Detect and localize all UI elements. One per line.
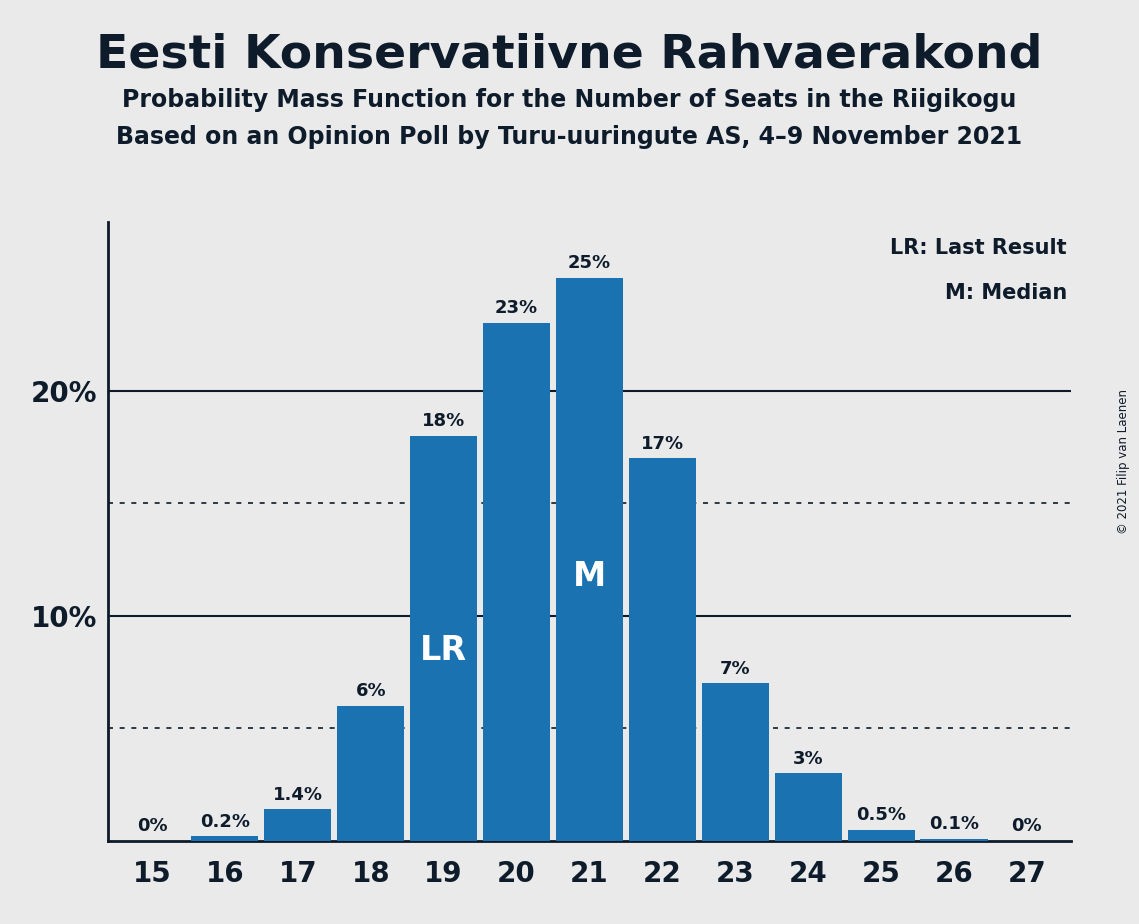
Text: 3%: 3%: [793, 749, 823, 768]
Text: 0%: 0%: [137, 817, 167, 835]
Text: Probability Mass Function for the Number of Seats in the Riigikogu: Probability Mass Function for the Number…: [122, 88, 1017, 112]
Text: M: Median: M: Median: [944, 283, 1067, 302]
Bar: [191, 836, 259, 841]
Text: 6%: 6%: [355, 682, 386, 700]
Text: 0%: 0%: [1011, 817, 1042, 835]
Text: 7%: 7%: [720, 660, 751, 677]
Text: M: M: [573, 560, 606, 593]
Bar: [702, 683, 769, 841]
Bar: [629, 458, 696, 841]
Text: LR: LR: [420, 634, 467, 667]
Bar: [775, 773, 842, 841]
Bar: [556, 278, 623, 841]
Bar: [410, 435, 477, 841]
Bar: [264, 809, 331, 841]
Bar: [337, 706, 404, 841]
Text: 0.5%: 0.5%: [857, 806, 907, 824]
Text: 25%: 25%: [568, 254, 611, 273]
Text: 23%: 23%: [495, 299, 538, 318]
Text: © 2021 Filip van Laenen: © 2021 Filip van Laenen: [1117, 390, 1130, 534]
Bar: [920, 839, 988, 841]
Text: Eesti Konservatiivne Rahvaerakond: Eesti Konservatiivne Rahvaerakond: [97, 32, 1042, 78]
Text: 0.2%: 0.2%: [199, 813, 249, 831]
Text: 18%: 18%: [421, 412, 465, 430]
Bar: [483, 323, 550, 841]
Bar: [847, 830, 915, 841]
Text: 17%: 17%: [641, 434, 683, 453]
Text: LR: Last Result: LR: Last Result: [891, 237, 1067, 258]
Text: 0.1%: 0.1%: [929, 815, 980, 833]
Text: Based on an Opinion Poll by Turu-uuringute AS, 4–9 November 2021: Based on an Opinion Poll by Turu-uuringu…: [116, 125, 1023, 149]
Text: 1.4%: 1.4%: [272, 785, 322, 804]
